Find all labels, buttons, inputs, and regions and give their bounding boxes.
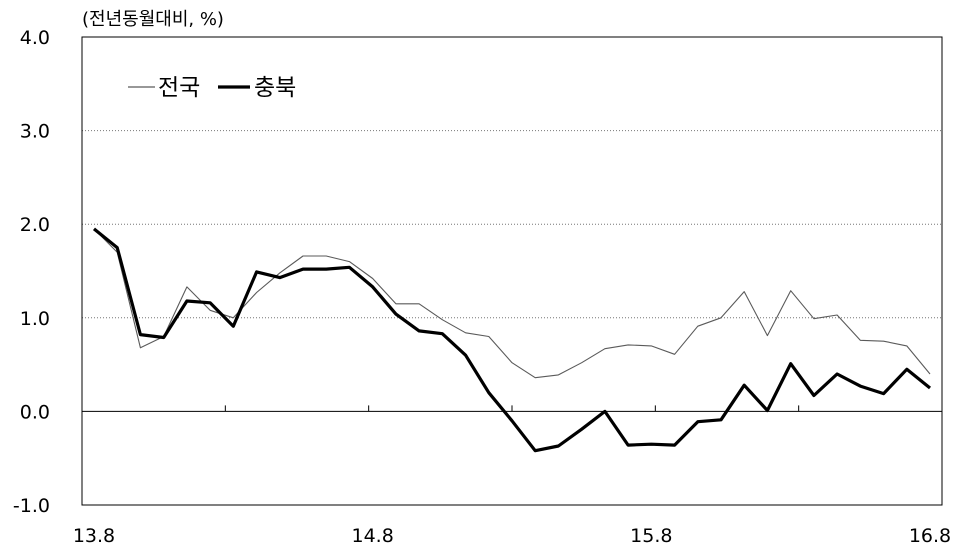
- y-axis-ticks: 4.0 3.0 2.0 1.0 0.0 -1.0: [13, 27, 50, 517]
- x-tick-label: 14.8: [352, 525, 394, 547]
- y-tick-label: 3.0: [20, 121, 50, 143]
- y-tick-label: 1.0: [20, 308, 50, 330]
- x-tick-label: 13.8: [73, 525, 115, 547]
- unit-label: (전년동월대비, %): [82, 9, 224, 30]
- legend-label-series-0: 전국: [158, 75, 200, 101]
- x-tick-label: 15.8: [630, 525, 672, 547]
- series-line-0: [93, 228, 931, 379]
- gridlines: [82, 130, 942, 319]
- series-line-1: [92, 227, 932, 453]
- x-axis-ticks: 13.8 14.8 15.8 16.8: [73, 525, 951, 547]
- x-tick-label: 16.8: [909, 525, 951, 547]
- plot-frame: [81, 36, 943, 506]
- y-tick-label: 4.0: [20, 27, 50, 49]
- legend-label-series-1: 충북: [254, 75, 296, 101]
- series-lines: [92, 227, 932, 453]
- axes: [81, 36, 943, 506]
- y-tick-label: 0.0: [20, 401, 50, 423]
- y-tick-label: -1.0: [13, 495, 50, 517]
- y-tick-label: 2.0: [20, 214, 50, 236]
- legend: 전국 충북: [128, 75, 296, 101]
